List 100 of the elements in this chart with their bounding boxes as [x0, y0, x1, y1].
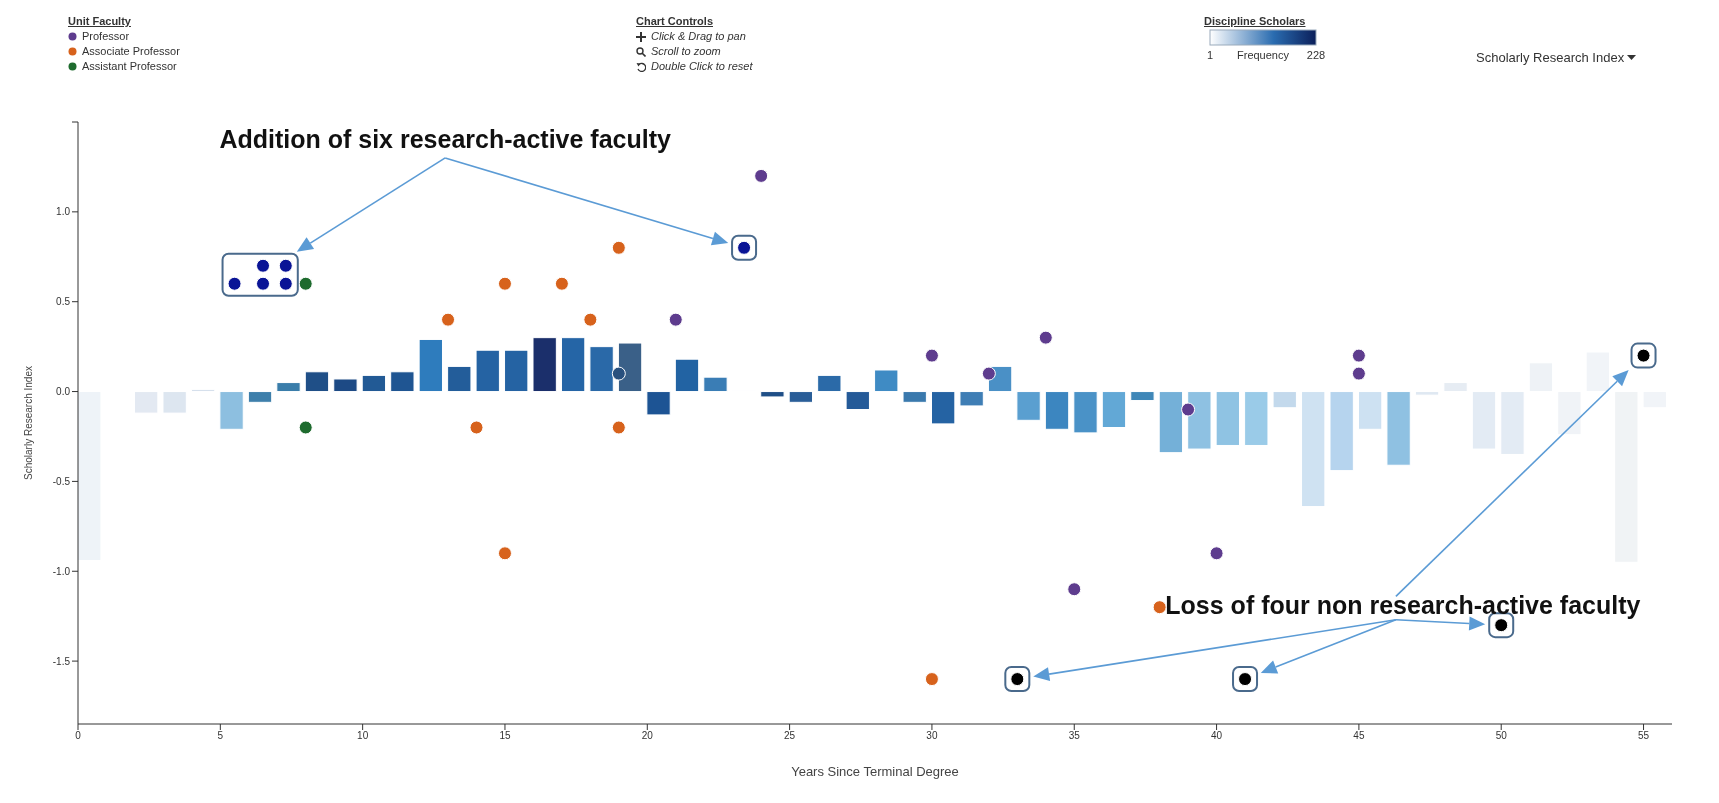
bar — [447, 365, 472, 393]
bar — [1500, 391, 1525, 455]
bar — [532, 337, 557, 393]
bar — [788, 391, 814, 403]
y-tick-label: 0.5 — [56, 296, 71, 308]
point — [227, 276, 242, 291]
point — [278, 258, 293, 273]
text: Click & Drag to pan — [651, 29, 746, 44]
point — [497, 546, 512, 561]
x-tick-label: 0 — [75, 730, 82, 742]
bar — [475, 349, 500, 393]
legend-title: Unit Faculty — [68, 14, 132, 29]
bar — [1443, 382, 1468, 393]
bar — [902, 391, 927, 403]
point — [583, 312, 598, 327]
bar — [931, 391, 956, 425]
bar — [1044, 391, 1070, 430]
text: Frequency — [1237, 49, 1290, 61]
bar — [1101, 391, 1127, 428]
point — [256, 276, 271, 291]
bar — [874, 369, 899, 393]
bar — [1329, 391, 1354, 472]
x-tick-label: 35 — [1068, 730, 1081, 742]
bar — [703, 376, 728, 393]
bar — [1471, 391, 1497, 450]
x-tick-label: 45 — [1353, 730, 1365, 742]
text: Scholarly Research Index — [1476, 50, 1625, 65]
bar — [1016, 391, 1041, 421]
bar — [276, 382, 301, 393]
x-tick-label: 25 — [784, 730, 796, 742]
bar — [1301, 391, 1326, 508]
point — [981, 366, 996, 381]
bar — [418, 338, 443, 393]
bar — [390, 371, 415, 393]
x-tick-label: 50 — [1495, 730, 1508, 742]
annotation: Addition of six research-active faculty — [219, 125, 672, 154]
point — [441, 312, 456, 327]
legend-label: Associate Professor — [82, 44, 180, 59]
bar — [78, 391, 102, 561]
y-axis-title: Scholarly Research Index — [22, 366, 34, 480]
bar — [1215, 391, 1240, 446]
bar — [219, 391, 244, 430]
x-tick-label: 30 — [926, 730, 938, 742]
y-tick-label: 1.0 — [56, 206, 71, 218]
bar — [1557, 391, 1582, 436]
bar — [1386, 391, 1411, 466]
text: Chart Controls — [636, 14, 714, 29]
bar — [674, 358, 700, 393]
point — [924, 672, 939, 687]
point — [554, 276, 569, 291]
point — [1351, 348, 1366, 363]
point — [611, 240, 626, 255]
bar — [134, 391, 159, 414]
legend-label: Professor — [82, 29, 130, 44]
y-tick-label: -1.0 — [52, 565, 71, 577]
bar — [333, 378, 358, 393]
point — [298, 420, 313, 435]
y-tick-label: -1.5 — [52, 655, 71, 667]
color-bar-label: 1 — [1206, 49, 1214, 61]
color-bar-title: Discipline Scholars — [1204, 14, 1307, 29]
point — [256, 258, 271, 273]
bar — [1357, 391, 1383, 430]
bar — [845, 391, 870, 411]
x-tick-label: 5 — [217, 730, 224, 742]
point — [1351, 366, 1366, 381]
point — [278, 276, 293, 291]
legend-label: Assistant Professor — [82, 59, 177, 74]
point — [1209, 546, 1224, 561]
y-tick-label: 0.0 — [56, 386, 71, 398]
point — [611, 366, 626, 381]
point — [469, 420, 484, 435]
text: Scroll to zoom — [651, 44, 721, 59]
point — [1152, 600, 1167, 615]
point — [754, 168, 769, 183]
point — [497, 276, 512, 291]
bar — [361, 374, 387, 393]
point — [1038, 330, 1053, 345]
point — [611, 420, 626, 435]
x-tick-label: 55 — [1637, 730, 1650, 742]
bar — [959, 391, 984, 407]
point — [1181, 402, 1196, 417]
x-axis-title: Years Since Terminal Degree — [791, 764, 959, 779]
x-tick-label: 10 — [357, 730, 369, 742]
text: Double Click to reset — [651, 59, 753, 74]
bar — [1585, 351, 1611, 393]
bar — [504, 349, 529, 393]
bar — [1272, 391, 1297, 409]
bar — [646, 391, 671, 416]
bar — [1130, 391, 1155, 402]
bar — [760, 391, 785, 398]
point — [668, 312, 683, 327]
bar — [817, 374, 842, 393]
y-tick-label: -0.5 — [52, 475, 71, 487]
bar — [1244, 391, 1269, 446]
bar — [304, 371, 330, 393]
x-tick-label: 40 — [1211, 730, 1223, 742]
bar — [1073, 391, 1098, 434]
color-bar-label: 228 — [1306, 49, 1326, 61]
point — [1067, 582, 1082, 597]
point — [924, 348, 939, 363]
